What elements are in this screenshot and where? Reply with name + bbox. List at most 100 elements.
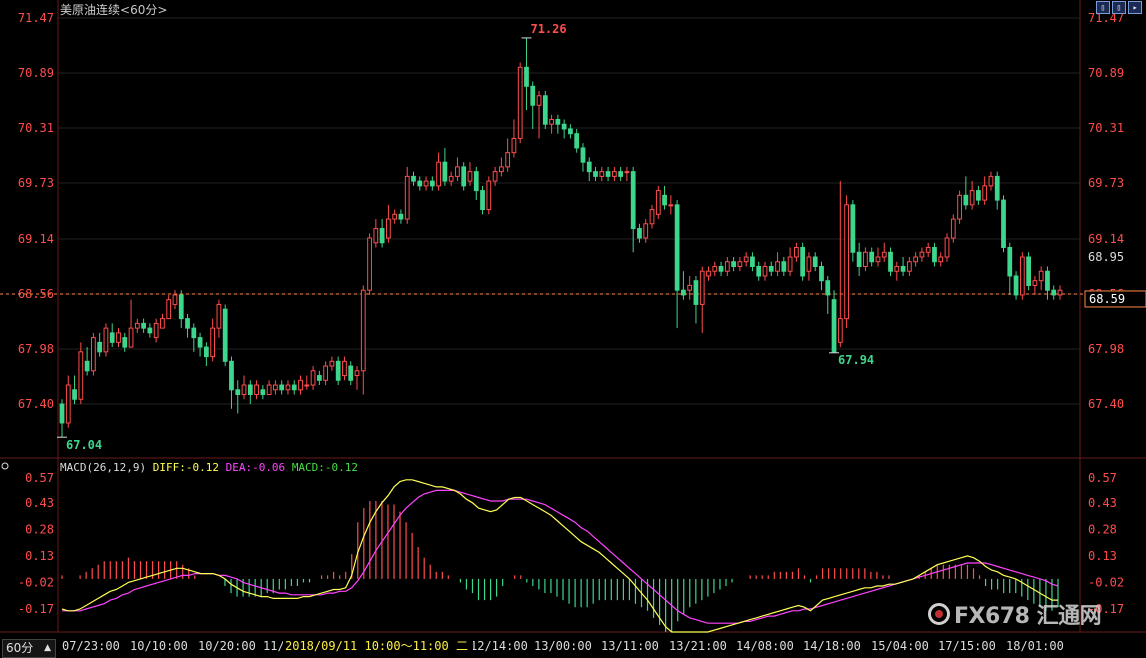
candle-down [235, 389, 241, 396]
candle-down [856, 251, 862, 267]
candle-up [492, 171, 498, 182]
candle-down [411, 175, 416, 182]
candle-up [875, 256, 881, 263]
macd-tick-left: -0.17 [18, 602, 54, 616]
candle-up [517, 66, 523, 139]
price-tick-right: 70.89 [1088, 66, 1124, 80]
macd-tick-right: -0.02 [1088, 575, 1124, 589]
candle-up [241, 384, 247, 396]
candle-up [505, 152, 511, 168]
price-tick-left: 67.98 [18, 342, 54, 356]
layout-icon[interactable]: ▯ [1096, 1, 1110, 14]
watermark: FX678 汇通网 [928, 598, 1102, 630]
chart-period: <60分> [120, 3, 168, 17]
candle-up [536, 95, 542, 106]
macd-tick-left: 0.13 [25, 549, 54, 563]
price-tick-right: 69.73 [1088, 176, 1124, 190]
candle-down [1013, 275, 1019, 296]
candle-down [662, 194, 667, 206]
candle-down [963, 194, 969, 206]
candle-up [938, 256, 944, 263]
macd-tick-left: 0.43 [25, 496, 54, 510]
candle-down [605, 171, 611, 177]
candle-up [881, 251, 887, 258]
candle-down [185, 318, 190, 329]
candle-down [542, 95, 548, 125]
candle-up [404, 175, 410, 220]
candle-down [84, 360, 90, 372]
macd-diff-line [61, 479, 1058, 633]
period-button[interactable]: 60分 ▲ [2, 639, 56, 658]
macd-dea-line [62, 489, 1059, 624]
candle-down [473, 171, 479, 192]
last-price-label: 68.59 [1089, 292, 1125, 306]
candle-down [819, 265, 824, 282]
candle-down [932, 247, 937, 263]
candle-down [398, 213, 404, 220]
candle-down [674, 204, 680, 291]
candle-down [291, 384, 297, 391]
candle-down [191, 327, 197, 339]
price-tick-right: 70.31 [1088, 121, 1124, 135]
candle-up [367, 237, 372, 291]
candle-down [222, 308, 228, 362]
fx678-logo-icon [928, 603, 950, 625]
candle-up [172, 294, 178, 305]
macd-tick-right: 0.13 [1088, 549, 1117, 563]
candle-down [147, 327, 153, 334]
candle-up [329, 360, 335, 367]
period-button-label: 60分 [6, 641, 34, 655]
macd-tick-left: 0.28 [25, 522, 54, 536]
candle-up [844, 204, 849, 320]
candle-up [919, 251, 925, 258]
cursor-time-box [283, 636, 473, 655]
macd-tick-left: -0.02 [18, 575, 54, 589]
candle-down [994, 175, 1000, 201]
candle-down [429, 180, 435, 187]
price-tick-left: 67.40 [18, 397, 54, 411]
candle-down [555, 118, 561, 125]
prior-price-label: 68.95 [1088, 250, 1124, 264]
time-axis-label: 17/15:00 [938, 639, 996, 653]
candle-up [1038, 270, 1044, 282]
candle-down [247, 384, 253, 396]
candle-up [913, 256, 919, 263]
expand-icon[interactable]: ▸ [1128, 1, 1142, 14]
candle-down [580, 147, 586, 163]
candle-down [203, 346, 209, 358]
last-price-box [1084, 290, 1146, 308]
candle-up [762, 265, 768, 277]
candle-down [59, 403, 65, 424]
candle-up [304, 384, 310, 387]
candle-down [260, 389, 266, 396]
chart-title: 美原油连续<60分> [60, 1, 167, 18]
candle-up [373, 228, 379, 244]
candle-down [586, 161, 592, 173]
candle-up [775, 261, 780, 272]
candle-up [78, 351, 84, 400]
candle-down [348, 365, 354, 381]
candle-down [888, 251, 893, 272]
candle-down [718, 265, 724, 272]
candle-down [831, 299, 837, 353]
candle-down [561, 123, 567, 130]
candle-up [273, 384, 278, 391]
candle-up [436, 161, 441, 187]
candle-up [837, 318, 843, 343]
split-icon[interactable]: ▯ [1112, 1, 1126, 14]
candle-up [806, 256, 812, 272]
price-tick-left: 70.31 [18, 121, 54, 135]
price-tick-left: 68.56 [18, 287, 54, 301]
candle-down [825, 280, 831, 296]
candle-down [750, 256, 755, 267]
candle-up [1032, 280, 1038, 286]
candle-up [298, 379, 303, 391]
candle-up [342, 360, 347, 377]
candle-down [229, 360, 234, 391]
candle-down [630, 171, 636, 230]
candle-down [1051, 289, 1057, 296]
candle-up [712, 265, 718, 272]
candle-up [254, 384, 259, 396]
